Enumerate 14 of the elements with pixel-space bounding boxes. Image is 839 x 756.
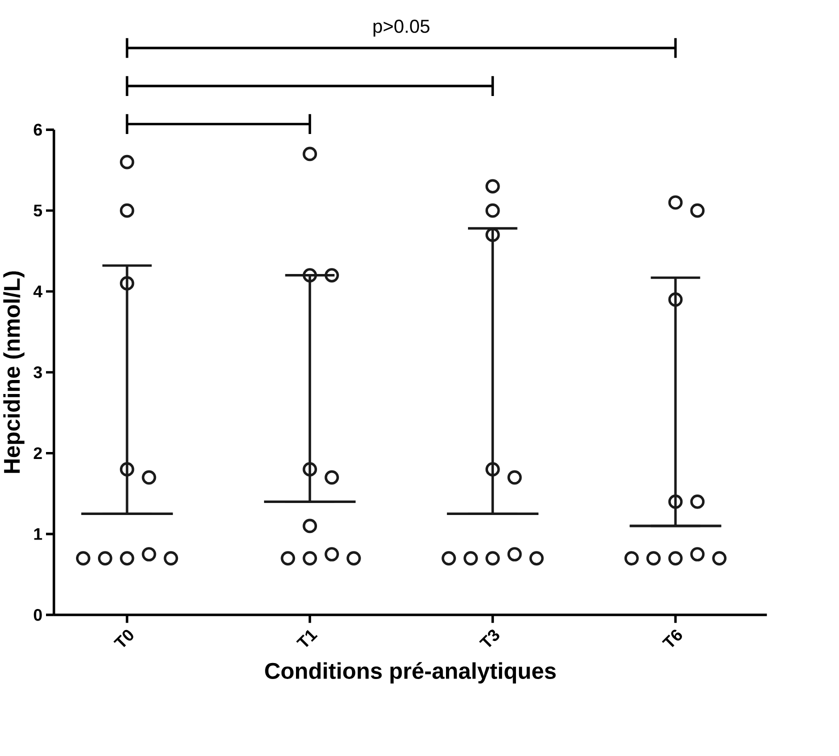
y-axis-title: Hepcidine (nmol/L) (3, 272, 24, 474)
x-tick-label: T0 (113, 630, 134, 648)
text: p>0.05 (374, 20, 430, 37)
y-tick-label: 3 (34, 366, 42, 378)
y-tick-label: 6 (34, 124, 42, 136)
y-tick-label: 0 (34, 609, 42, 622)
x-axis-title: Conditions pré-analytiques (265, 662, 556, 684)
y-tick-label: 1 (34, 528, 42, 540)
x-tick-label: T1 (296, 630, 318, 648)
y-tick-label: 2 (34, 448, 42, 460)
y-tick-label: 4 (33, 286, 42, 298)
x-tick-label: T3 (479, 630, 500, 648)
x-tick-label: T6 (662, 630, 682, 648)
y-tick-label: 5 (34, 204, 42, 217)
